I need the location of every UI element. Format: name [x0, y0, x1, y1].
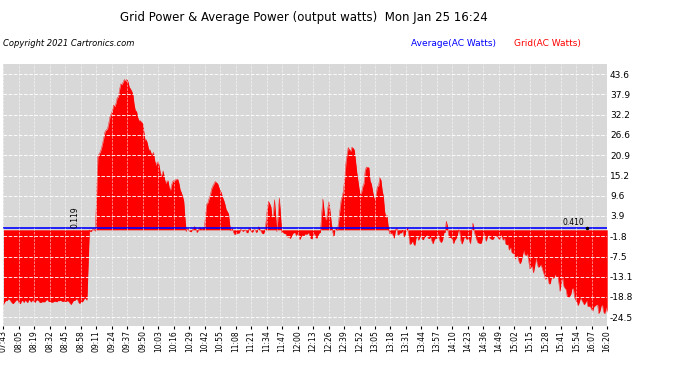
Text: 0.119: 0.119 [70, 206, 79, 228]
Text: Grid(AC Watts): Grid(AC Watts) [514, 39, 581, 48]
Text: 0.410: 0.410 [562, 218, 584, 227]
Text: Average(AC Watts): Average(AC Watts) [411, 39, 495, 48]
Text: Grid Power & Average Power (output watts)  Mon Jan 25 16:24: Grid Power & Average Power (output watts… [120, 11, 487, 24]
Text: Copyright 2021 Cartronics.com: Copyright 2021 Cartronics.com [3, 39, 135, 48]
